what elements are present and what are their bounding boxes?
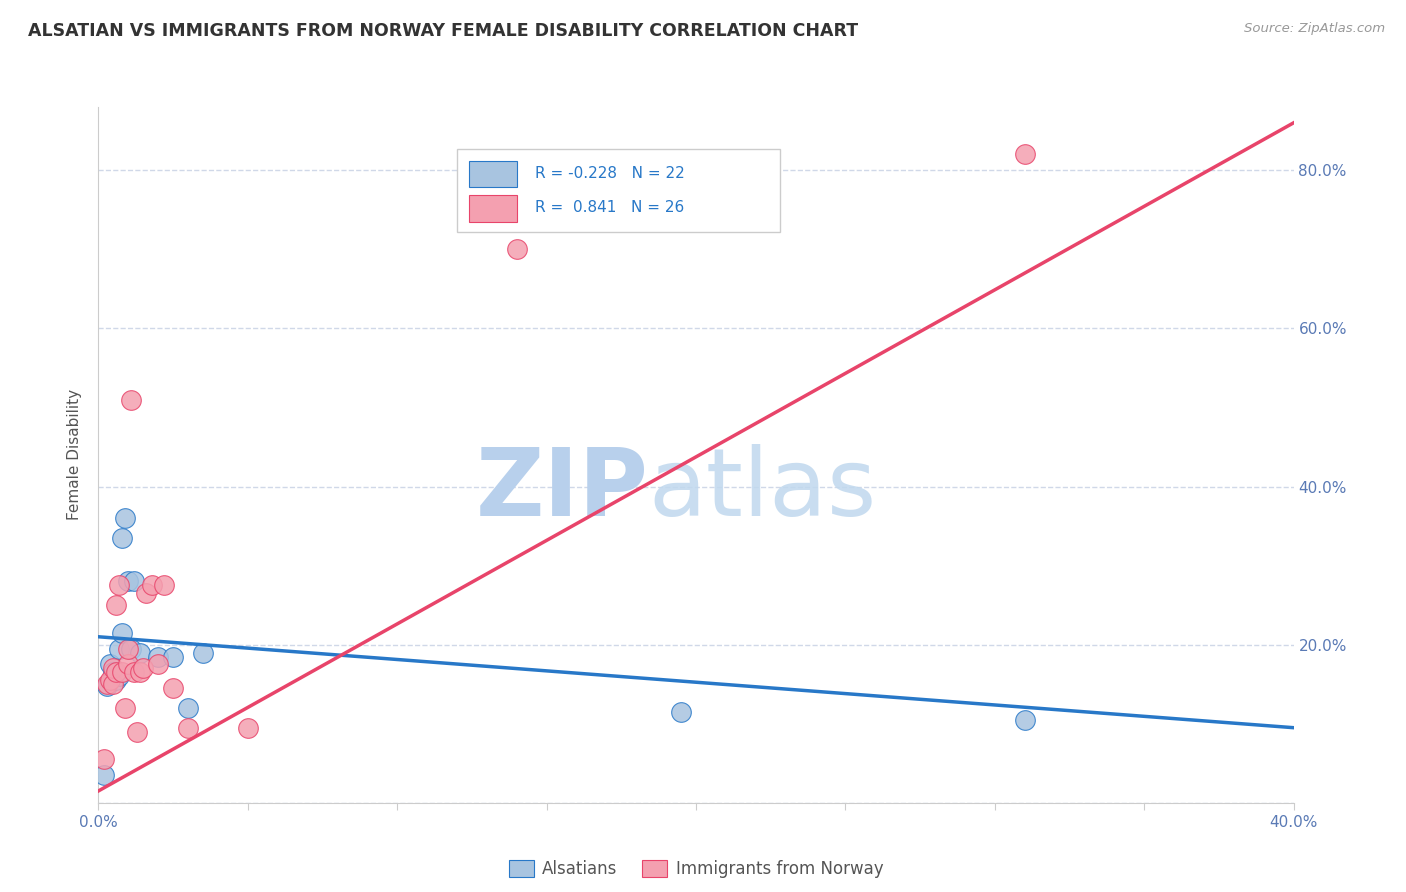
Point bbox=[105, 598, 128, 612]
Text: R = -0.228   N = 22: R = -0.228 N = 22 bbox=[534, 166, 685, 181]
Point bbox=[103, 677, 125, 691]
Point bbox=[105, 665, 128, 680]
Point bbox=[153, 578, 176, 592]
Point bbox=[96, 677, 118, 691]
Point bbox=[669, 705, 692, 719]
Point bbox=[124, 665, 146, 680]
Text: ALSATIAN VS IMMIGRANTS FROM NORWAY FEMALE DISABILITY CORRELATION CHART: ALSATIAN VS IMMIGRANTS FROM NORWAY FEMAL… bbox=[28, 22, 858, 40]
Point bbox=[127, 724, 149, 739]
Point bbox=[105, 673, 128, 688]
Point bbox=[148, 657, 170, 672]
Point bbox=[191, 646, 214, 660]
Point bbox=[111, 665, 134, 680]
Point bbox=[100, 673, 122, 688]
Point bbox=[124, 574, 146, 589]
Bar bbox=[470, 195, 517, 222]
Text: atlas: atlas bbox=[648, 443, 876, 536]
Point bbox=[93, 768, 115, 782]
FancyBboxPatch shape bbox=[457, 149, 780, 232]
Point bbox=[103, 665, 125, 680]
Point bbox=[135, 586, 157, 600]
Point bbox=[148, 649, 170, 664]
Point bbox=[177, 721, 200, 735]
Point bbox=[111, 625, 134, 640]
Point bbox=[1014, 713, 1036, 727]
Point bbox=[129, 646, 152, 660]
Point bbox=[162, 649, 184, 664]
Point bbox=[108, 578, 131, 592]
Point bbox=[117, 574, 139, 589]
Point bbox=[117, 641, 139, 656]
Point bbox=[108, 669, 131, 683]
Text: Source: ZipAtlas.com: Source: ZipAtlas.com bbox=[1244, 22, 1385, 36]
Point bbox=[177, 701, 200, 715]
Point bbox=[162, 681, 184, 695]
Bar bbox=[470, 161, 517, 187]
Point bbox=[114, 701, 136, 715]
Legend: Alsatians, Immigrants from Norway: Alsatians, Immigrants from Norway bbox=[502, 854, 890, 885]
Point bbox=[120, 392, 142, 407]
Point bbox=[108, 641, 131, 656]
Point bbox=[1014, 147, 1036, 161]
Point bbox=[117, 657, 139, 672]
Point bbox=[103, 661, 125, 675]
Point bbox=[141, 578, 163, 592]
Point bbox=[506, 243, 529, 257]
Point bbox=[114, 511, 136, 525]
Point bbox=[100, 657, 122, 672]
Text: R =  0.841   N = 26: R = 0.841 N = 26 bbox=[534, 201, 683, 216]
Point bbox=[105, 665, 128, 680]
Point bbox=[129, 665, 152, 680]
Point bbox=[93, 752, 115, 766]
Point bbox=[96, 679, 118, 693]
Point bbox=[111, 531, 134, 545]
Text: ZIP: ZIP bbox=[475, 443, 648, 536]
Point bbox=[236, 721, 259, 735]
Point bbox=[103, 669, 125, 683]
Point bbox=[132, 661, 155, 675]
Y-axis label: Female Disability: Female Disability bbox=[67, 389, 83, 521]
Point bbox=[120, 641, 142, 656]
